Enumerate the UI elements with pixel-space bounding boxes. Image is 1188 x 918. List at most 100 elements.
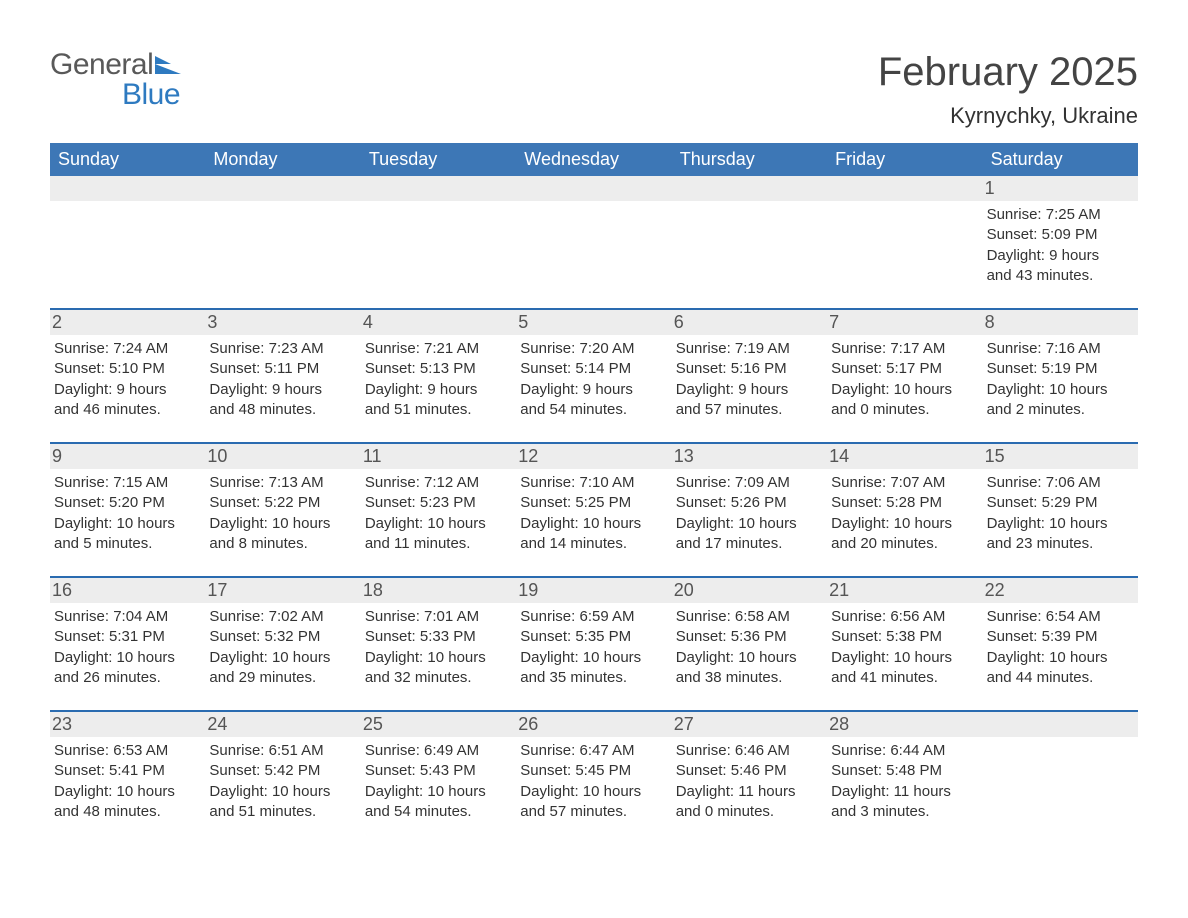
day-cell: 4Sunrise: 7:21 AMSunset: 5:13 PMDaylight… [361, 310, 516, 442]
day-sunrise: Sunrise: 7:10 AM [520, 473, 665, 493]
day-info: Sunrise: 6:44 AMSunset: 5:48 PMDaylight:… [831, 741, 976, 822]
day-cell: 17Sunrise: 7:02 AMSunset: 5:32 PMDayligh… [205, 578, 360, 710]
day-sunrise: Sunrise: 7:19 AM [676, 339, 821, 359]
day-number-strip: 1 [983, 176, 1138, 201]
day-info: Sunrise: 6:49 AMSunset: 5:43 PMDaylight:… [365, 741, 510, 822]
day-cell [827, 176, 982, 308]
day-sunrise: Sunrise: 6:56 AM [831, 607, 976, 627]
day-day2: and 17 minutes. [676, 534, 821, 554]
weeks-container: 1 Sunrise: 7:25 AMSunset: 5:09 PMDaylight… [50, 176, 1138, 844]
day-cell: 20Sunrise: 6:58 AMSunset: 5:36 PMDayligh… [672, 578, 827, 710]
day-number-strip: 19 [516, 578, 671, 603]
day-day1: Daylight: 10 hours [365, 782, 510, 802]
day-sunset: Sunset: 5:46 PM [676, 761, 821, 781]
dow-monday: Monday [205, 143, 360, 176]
day-day1: Daylight: 10 hours [365, 648, 510, 668]
day-info: Sunrise: 7:07 AMSunset: 5:28 PMDaylight:… [831, 473, 976, 554]
day-number-strip: 6 [672, 310, 827, 335]
day-number-strip: 24 [205, 712, 360, 737]
day-cell: 23Sunrise: 6:53 AMSunset: 5:41 PMDayligh… [50, 712, 205, 844]
day-sunrise: Sunrise: 6:59 AM [520, 607, 665, 627]
day-day1: Daylight: 9 hours [54, 380, 199, 400]
day-sunset: Sunset: 5:25 PM [520, 493, 665, 513]
day-day1: Daylight: 10 hours [987, 380, 1132, 400]
day-info: Sunrise: 7:12 AMSunset: 5:23 PMDaylight:… [365, 473, 510, 554]
day-day1: Daylight: 10 hours [520, 782, 665, 802]
day-sunrise: Sunrise: 6:44 AM [831, 741, 976, 761]
day-cell: 5Sunrise: 7:20 AMSunset: 5:14 PMDaylight… [516, 310, 671, 442]
calendar-page: General Blue February 2025 Kyrnychky, Uk… [0, 0, 1188, 918]
day-sunset: Sunset: 5:39 PM [987, 627, 1132, 647]
day-cell: 19Sunrise: 6:59 AMSunset: 5:35 PMDayligh… [516, 578, 671, 710]
day-cell: 16Sunrise: 7:04 AMSunset: 5:31 PMDayligh… [50, 578, 205, 710]
day-cell: 13Sunrise: 7:09 AMSunset: 5:26 PMDayligh… [672, 444, 827, 576]
day-number-strip: 17 [205, 578, 360, 603]
day-day2: and 29 minutes. [209, 668, 354, 688]
day-sunset: Sunset: 5:35 PM [520, 627, 665, 647]
day-info: Sunrise: 7:19 AMSunset: 5:16 PMDaylight:… [676, 339, 821, 420]
day-cell: 22Sunrise: 6:54 AMSunset: 5:39 PMDayligh… [983, 578, 1138, 710]
day-sunset: Sunset: 5:26 PM [676, 493, 821, 513]
day-number-strip [205, 176, 360, 201]
day-day1: Daylight: 10 hours [365, 514, 510, 534]
day-number-strip: 8 [983, 310, 1138, 335]
day-number-strip: 9 [50, 444, 205, 469]
dow-saturday: Saturday [983, 143, 1138, 176]
day-day1: Daylight: 10 hours [209, 648, 354, 668]
day-day2: and 44 minutes. [987, 668, 1132, 688]
day-sunrise: Sunrise: 7:16 AM [987, 339, 1132, 359]
day-day2: and 14 minutes. [520, 534, 665, 554]
day-number-strip: 22 [983, 578, 1138, 603]
day-day2: and 51 minutes. [209, 802, 354, 822]
day-sunset: Sunset: 5:09 PM [987, 225, 1132, 245]
day-sunset: Sunset: 5:10 PM [54, 359, 199, 379]
day-sunset: Sunset: 5:20 PM [54, 493, 199, 513]
day-cell [50, 176, 205, 308]
day-cell: 8Sunrise: 7:16 AMSunset: 5:19 PMDaylight… [983, 310, 1138, 442]
day-sunset: Sunset: 5:11 PM [209, 359, 354, 379]
logo-text: General Blue [50, 50, 181, 110]
dow-thursday: Thursday [672, 143, 827, 176]
day-day1: Daylight: 9 hours [520, 380, 665, 400]
day-info: Sunrise: 7:25 AMSunset: 5:09 PMDaylight:… [987, 205, 1132, 286]
day-number-strip [50, 176, 205, 201]
day-day1: Daylight: 10 hours [209, 514, 354, 534]
day-info: Sunrise: 7:06 AMSunset: 5:29 PMDaylight:… [987, 473, 1132, 554]
day-number-strip: 25 [361, 712, 516, 737]
calendar: Sunday Monday Tuesday Wednesday Thursday… [50, 143, 1138, 844]
day-sunrise: Sunrise: 6:58 AM [676, 607, 821, 627]
day-info: Sunrise: 7:13 AMSunset: 5:22 PMDaylight:… [209, 473, 354, 554]
day-info: Sunrise: 7:21 AMSunset: 5:13 PMDaylight:… [365, 339, 510, 420]
day-sunset: Sunset: 5:33 PM [365, 627, 510, 647]
dow-tuesday: Tuesday [361, 143, 516, 176]
day-info: Sunrise: 6:47 AMSunset: 5:45 PMDaylight:… [520, 741, 665, 822]
day-info: Sunrise: 7:24 AMSunset: 5:10 PMDaylight:… [54, 339, 199, 420]
day-sunrise: Sunrise: 7:01 AM [365, 607, 510, 627]
logo-word-blue: Blue [122, 80, 180, 110]
day-sunset: Sunset: 5:45 PM [520, 761, 665, 781]
week-row: 1 Sunrise: 7:25 AMSunset: 5:09 PMDaylight… [50, 176, 1138, 308]
day-day2: and 51 minutes. [365, 400, 510, 420]
day-number-strip: 5 [516, 310, 671, 335]
day-cell [983, 712, 1138, 844]
day-number-strip: 21 [827, 578, 982, 603]
day-day1: Daylight: 11 hours [676, 782, 821, 802]
day-number-strip [672, 176, 827, 201]
day-number-strip: 16 [50, 578, 205, 603]
day-day1: Daylight: 10 hours [676, 648, 821, 668]
day-sunset: Sunset: 5:36 PM [676, 627, 821, 647]
day-day2: and 20 minutes. [831, 534, 976, 554]
day-sunset: Sunset: 5:29 PM [987, 493, 1132, 513]
day-sunrise: Sunrise: 7:06 AM [987, 473, 1132, 493]
day-info: Sunrise: 7:09 AMSunset: 5:26 PMDaylight:… [676, 473, 821, 554]
day-info: Sunrise: 7:23 AMSunset: 5:11 PMDaylight:… [209, 339, 354, 420]
day-number-strip [361, 176, 516, 201]
day-day2: and 0 minutes. [676, 802, 821, 822]
day-day2: and 3 minutes. [831, 802, 976, 822]
day-cell: 27Sunrise: 6:46 AMSunset: 5:46 PMDayligh… [672, 712, 827, 844]
day-sunrise: Sunrise: 6:47 AM [520, 741, 665, 761]
day-info: Sunrise: 7:17 AMSunset: 5:17 PMDaylight:… [831, 339, 976, 420]
day-cell: 24Sunrise: 6:51 AMSunset: 5:42 PMDayligh… [205, 712, 360, 844]
day-sunset: Sunset: 5:38 PM [831, 627, 976, 647]
day-day1: Daylight: 10 hours [54, 514, 199, 534]
